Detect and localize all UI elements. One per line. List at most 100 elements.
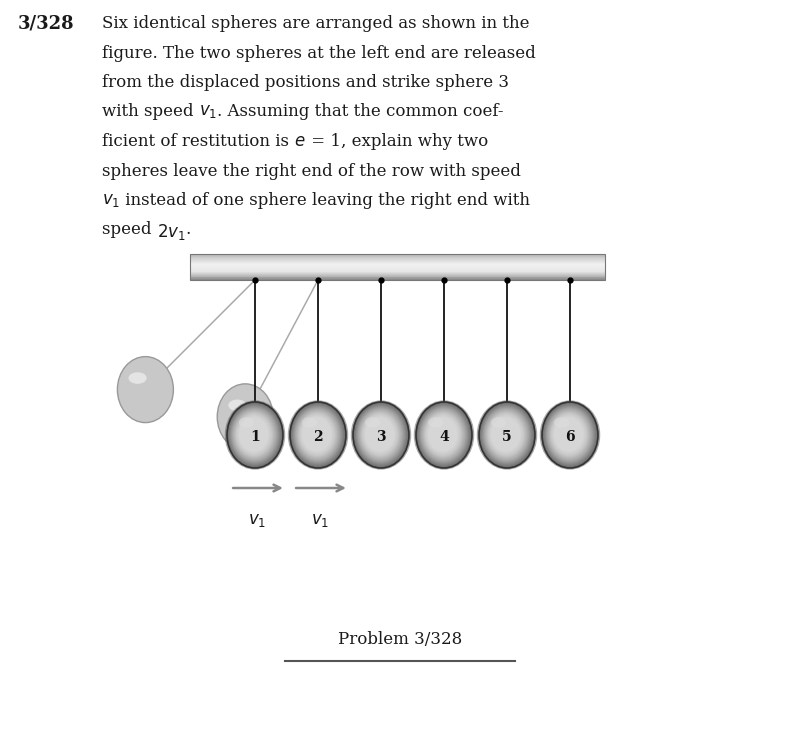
Ellipse shape [353,402,409,468]
Ellipse shape [355,405,406,465]
Text: figure. The two spheres at the left end are released: figure. The two spheres at the left end … [102,44,536,62]
Bar [190,265,605,266]
Ellipse shape [424,412,462,457]
Ellipse shape [298,411,337,458]
Ellipse shape [427,417,458,453]
Ellipse shape [486,411,526,459]
Ellipse shape [550,411,589,458]
Ellipse shape [554,417,584,453]
Ellipse shape [548,409,591,460]
Ellipse shape [358,408,404,462]
Ellipse shape [302,417,332,453]
Ellipse shape [363,414,397,454]
Ellipse shape [298,412,336,457]
Ellipse shape [418,405,470,465]
Ellipse shape [488,413,524,456]
Ellipse shape [416,402,472,468]
Ellipse shape [365,417,380,428]
Ellipse shape [486,410,527,459]
Ellipse shape [230,406,279,464]
Ellipse shape [554,417,570,428]
Ellipse shape [238,417,269,453]
Ellipse shape [359,410,402,459]
Ellipse shape [420,407,467,462]
Ellipse shape [428,417,443,428]
Ellipse shape [302,417,318,428]
Text: Six identical spheres are arranged as shown in the: Six identical spheres are arranged as sh… [102,15,530,32]
Ellipse shape [426,414,460,454]
Bar [190,272,605,273]
Ellipse shape [426,415,459,453]
Ellipse shape [425,413,462,456]
Ellipse shape [423,411,462,458]
Bar [190,276,605,277]
Bar [190,267,605,268]
Ellipse shape [546,408,593,462]
Ellipse shape [423,411,463,459]
Ellipse shape [480,403,534,467]
Bar [190,273,605,274]
Bar [190,262,605,263]
Text: with speed: with speed [102,104,198,120]
Ellipse shape [230,405,280,465]
Ellipse shape [489,414,522,454]
Text: $v_1$: $v_1$ [248,512,266,529]
Ellipse shape [364,415,396,453]
Ellipse shape [354,404,407,466]
Ellipse shape [239,417,268,452]
Bar [190,263,605,265]
Ellipse shape [296,410,338,459]
Ellipse shape [486,411,526,458]
Ellipse shape [419,406,468,464]
Ellipse shape [297,411,338,459]
Ellipse shape [296,409,339,460]
Bar [190,264,605,265]
Ellipse shape [293,405,343,465]
Ellipse shape [477,400,538,470]
Bar [190,269,605,271]
Ellipse shape [228,403,282,467]
Ellipse shape [300,414,334,454]
Ellipse shape [234,411,274,459]
Ellipse shape [235,412,273,457]
Ellipse shape [426,414,461,455]
Text: 4: 4 [439,429,449,444]
Ellipse shape [479,402,535,468]
Ellipse shape [546,407,594,462]
Ellipse shape [238,415,270,453]
Ellipse shape [292,405,344,465]
Ellipse shape [542,403,598,467]
Ellipse shape [553,415,585,453]
Ellipse shape [542,402,598,468]
Ellipse shape [230,407,278,462]
Ellipse shape [421,408,466,462]
Ellipse shape [422,410,464,459]
Ellipse shape [362,414,398,455]
Ellipse shape [485,409,528,460]
Text: ficient of restitution is: ficient of restitution is [102,133,294,150]
Ellipse shape [218,384,274,450]
Bar [190,279,605,280]
Ellipse shape [295,408,340,461]
Text: speed: speed [102,222,157,238]
Text: $e$: $e$ [294,133,306,150]
Ellipse shape [129,372,146,384]
Bar [190,271,605,272]
Ellipse shape [491,417,506,428]
Text: $v_1$: $v_1$ [311,512,329,529]
Ellipse shape [232,408,277,461]
Bar [190,254,605,255]
Ellipse shape [355,405,406,465]
Ellipse shape [229,405,281,465]
Ellipse shape [422,409,465,460]
Text: $v_1$: $v_1$ [198,104,217,120]
Ellipse shape [361,412,399,457]
Bar [190,268,605,270]
Bar [190,256,605,257]
Ellipse shape [482,406,531,464]
Text: 5: 5 [502,429,512,444]
Ellipse shape [358,409,402,460]
Bar [190,274,605,276]
Ellipse shape [414,400,474,470]
Bar [190,258,605,259]
